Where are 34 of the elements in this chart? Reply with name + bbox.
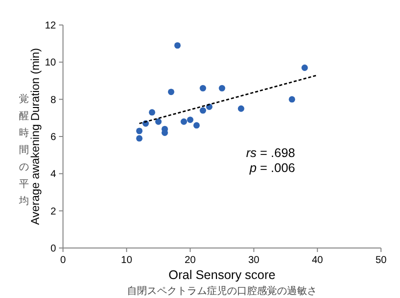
annotation: p = .006 — [248, 160, 296, 175]
point — [168, 88, 174, 96]
point — [180, 118, 188, 125]
y-tick-label: 8 — [50, 94, 56, 106]
point — [238, 105, 244, 112]
point — [288, 96, 296, 103]
point — [218, 84, 226, 92]
y-tick-label: 2 — [50, 206, 56, 218]
point — [193, 122, 200, 129]
x-tick-label: 40 — [312, 255, 324, 266]
point — [187, 116, 194, 123]
point — [301, 64, 308, 71]
y-tick-label: 6 — [50, 132, 56, 143]
x-tick-label: 50 — [375, 255, 387, 266]
point — [136, 128, 143, 134]
y-tick-label: 4 — [50, 169, 56, 180]
y-axis-title: Average awakening Duration (min) — [30, 48, 42, 225]
point — [136, 135, 143, 142]
x-tick-label: 0 — [60, 255, 66, 266]
y-tick-label: 0 — [50, 244, 56, 254]
x-tick-label: 10 — [121, 255, 133, 266]
x-tick-label: 30 — [248, 255, 260, 266]
y-tick-label: 10 — [44, 58, 56, 69]
point — [200, 84, 206, 92]
x-tick-label: 20 — [184, 255, 196, 266]
point — [155, 118, 162, 125]
text: 覚醒時間の平均 — [18, 93, 29, 207]
y-tick-label: 12 — [44, 20, 56, 32]
point — [148, 109, 156, 116]
point — [200, 107, 206, 114]
point — [174, 42, 181, 49]
x-axis-title: Oral Sensory score — [168, 268, 276, 282]
annotation: rs = .698 — [246, 146, 296, 160]
text: 自閉スペクトラム症児の口腔感覚の過敏さ — [127, 285, 317, 297]
